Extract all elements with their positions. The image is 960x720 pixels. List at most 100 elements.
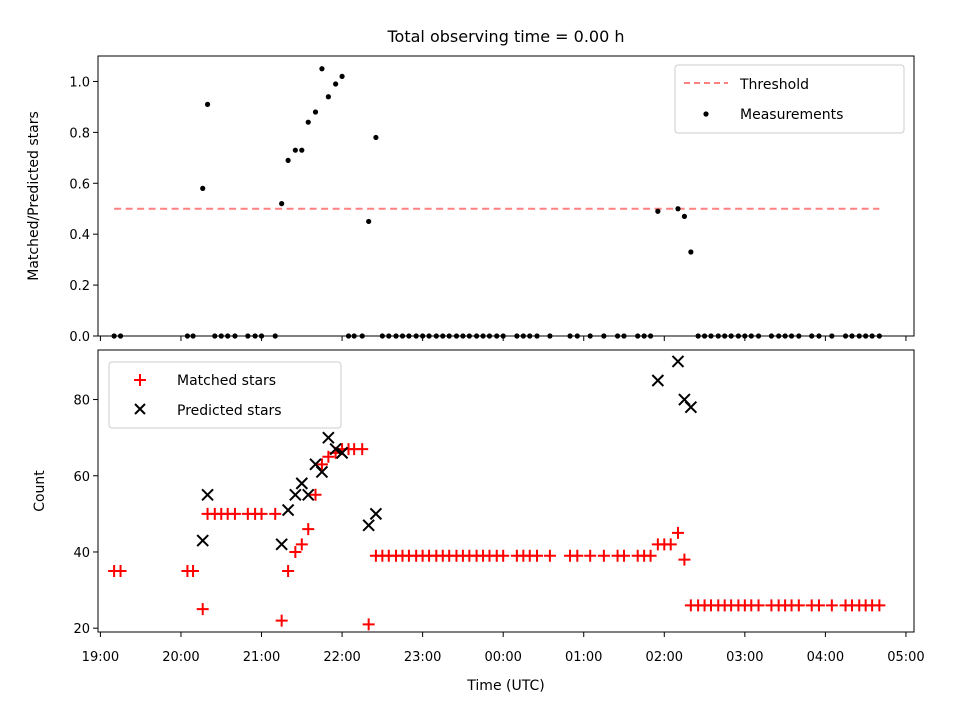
x-tick-label: 02:00 [646,650,683,665]
bottom-y-axis-label: Count [32,470,48,512]
matched-point [678,553,691,566]
matched-point [597,549,610,562]
chart-title: Total observing time = 0.00 h [386,27,624,46]
predicted-point [322,431,335,444]
top-legend-box [674,64,905,134]
bottom-legend-box [108,361,342,429]
predicted-point [335,446,349,460]
legend-measurements-label: Measurements [740,107,843,123]
x-tick-label: 23:00 [404,650,441,665]
predicted-point [196,534,209,547]
bottom-axes-frame [97,349,915,633]
predicted-point [671,355,685,368]
x-tick-label: 20:00 [162,650,199,665]
measurement-point [319,66,325,72]
predicted-point [315,465,329,479]
matched-point [309,488,322,501]
y-tick-label: 80 [73,394,90,409]
measurement-point [373,134,379,141]
predicted-point [362,519,375,532]
y-tick-label: 0.2 [69,279,90,294]
y-tick-label: 0.0 [69,330,90,345]
measurement-point [200,185,206,191]
matched-point [671,526,684,539]
bottom-y-ticks: 20 40 60 80 [73,394,98,637]
measurement-point [675,206,681,212]
matched-point [295,538,308,551]
measurement-point [292,147,298,153]
matched-point [792,599,805,612]
y-tick-label: 20 [73,622,90,637]
measurement-point [312,109,319,115]
top-axes-frame [97,55,915,337]
measurement-point [366,218,372,225]
measurement-point [279,201,285,207]
x-tick-label: 01:00 [565,650,602,665]
matched-point [275,614,288,627]
predicted-point [289,488,302,502]
matched-point [752,599,765,612]
x-tick-label: 00:00 [484,650,521,665]
top-y-ticks: 0.0 0.2 0.4 0.6 0.8 1.0 [69,75,98,345]
bottom-marks [108,355,886,631]
predicted-point [651,374,665,387]
y-tick-label: 0.4 [69,228,90,243]
matched-point [315,458,328,471]
matched-point [322,450,335,463]
measurement-point [655,208,661,214]
matched-point [531,549,544,562]
predicted-point [281,503,295,517]
legend-measurements-swatch [703,111,709,117]
matched-point [302,523,315,536]
matched-point [812,599,825,612]
legend-predicted-swatch [134,403,146,415]
bottom-x-ticks: 19:00 20:00 21:00 22:00 23:00 00:00 01:00 02:00… [82,632,925,665]
matched-point [362,618,375,631]
legend-threshold-label: Threshold [739,77,809,93]
matched-point [664,538,677,551]
measurement-point [299,147,305,153]
predicted-point [684,400,698,414]
matched-point [356,443,369,456]
matched-point [825,599,838,612]
x-tick-label: 03:00 [726,650,763,665]
x-tick-label: 05:00 [887,650,924,665]
measurement-point [285,157,291,163]
bottom-legend: Matched stars Predicted stars [108,361,342,429]
predicted-point [369,507,383,521]
matched-point [644,549,657,562]
matched-point [228,507,241,520]
x-tick-label: 22:00 [323,650,360,665]
predicted-point [302,488,315,502]
x-tick-label: 19:00 [82,650,119,665]
matched-point [114,565,127,578]
bottom-plot-area: 20 40 60 80 19:00 20:00 21:00 22:00 23:00 00:00 0… [73,349,925,665]
measurement-point [325,94,331,100]
matched-point [543,549,556,562]
matched-point [187,565,200,578]
top-legend: Threshold Measurements [674,64,905,134]
top-plot-area: 0.0 0.2 0.4 0.6 0.8 1.0 [69,55,915,345]
legend-matched-label: Matched stars [177,373,276,389]
x-tick-label: 21:00 [243,650,280,665]
predicted-point [295,477,309,490]
measurement-point [688,249,694,255]
legend-matched-swatch [134,374,146,386]
matched-point [584,549,597,562]
top-x-ticks [99,336,907,341]
y-tick-label: 0.6 [69,177,90,192]
matched-point [282,565,295,578]
matched-point [571,549,584,562]
matched-point [873,599,886,612]
legend-predicted-label: Predicted stars [177,403,282,419]
predicted-point [329,442,342,456]
predicted-point [275,538,288,551]
measurement-point [681,213,688,219]
y-tick-label: 60 [73,470,90,485]
matched-point [497,549,510,562]
measurement-point [305,119,311,125]
matched-point [255,507,268,520]
matched-point [269,507,282,520]
x-axis-label: Time (UTC) [466,678,544,694]
